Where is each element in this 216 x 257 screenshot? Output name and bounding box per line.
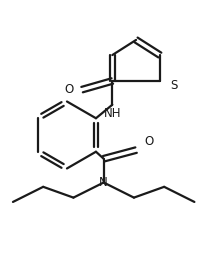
Text: O: O — [64, 83, 73, 96]
Text: S: S — [171, 79, 178, 92]
Text: N: N — [99, 176, 108, 189]
Text: NH: NH — [103, 107, 121, 120]
Text: O: O — [145, 135, 154, 148]
